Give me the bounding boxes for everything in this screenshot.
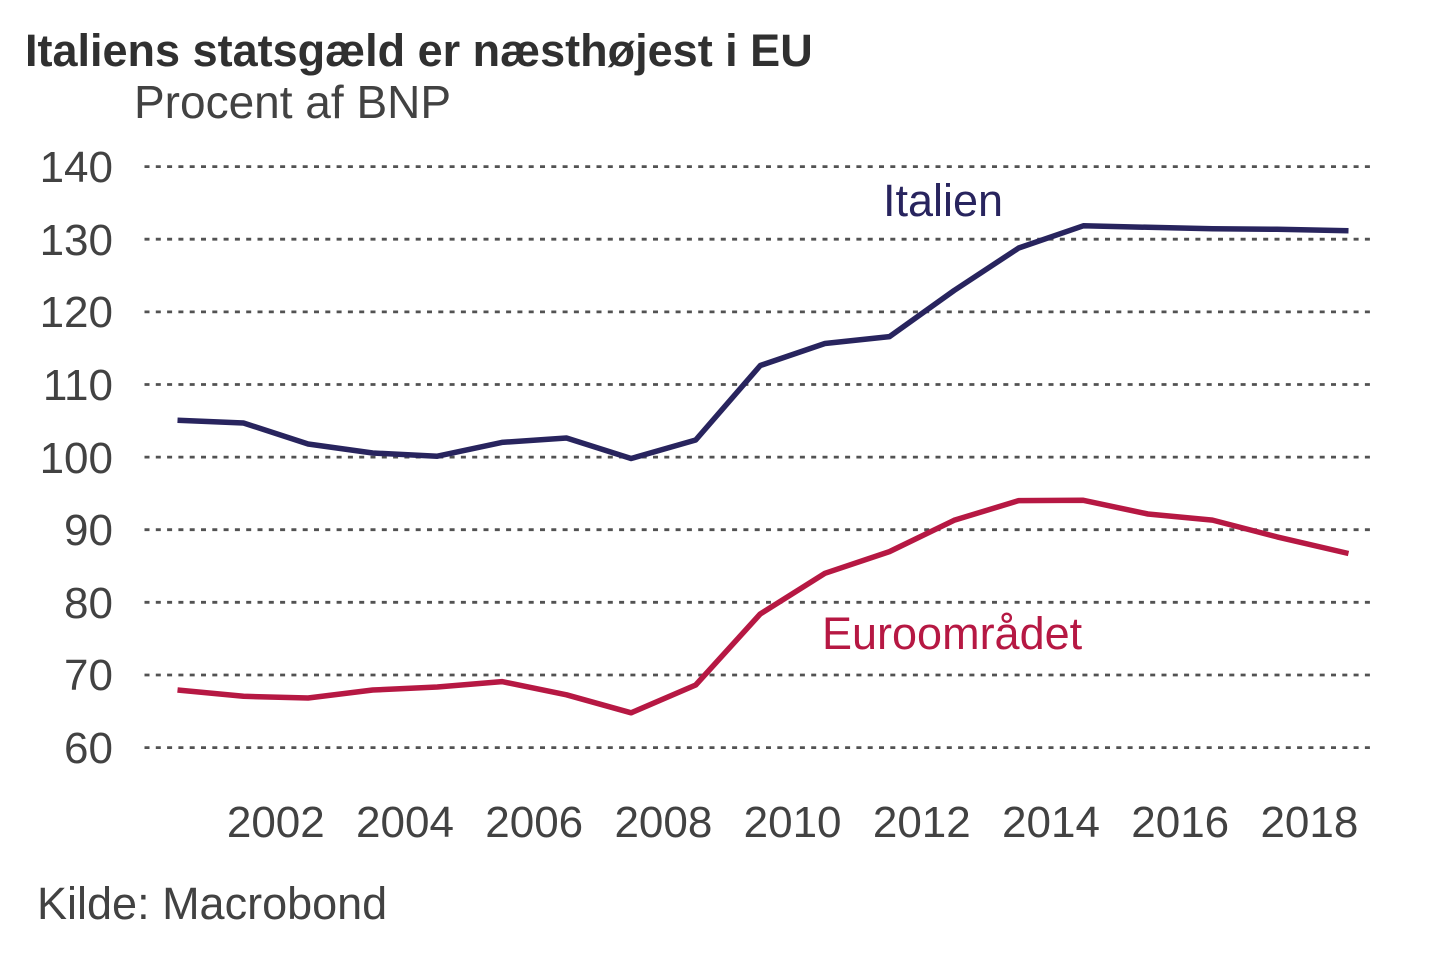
svg-text:60: 60 <box>64 724 113 773</box>
svg-text:120: 120 <box>40 288 113 337</box>
svg-text:2008: 2008 <box>614 798 712 847</box>
svg-text:80: 80 <box>64 579 113 628</box>
svg-text:70: 70 <box>64 651 113 700</box>
svg-text:Procent af BNP: Procent af BNP <box>134 76 451 128</box>
svg-text:110: 110 <box>43 361 113 410</box>
svg-text:90: 90 <box>64 506 113 555</box>
svg-text:2002: 2002 <box>227 798 325 847</box>
svg-text:Italien: Italien <box>883 175 1003 226</box>
svg-text:2016: 2016 <box>1131 798 1229 847</box>
svg-text:130: 130 <box>40 216 113 265</box>
svg-text:2012: 2012 <box>873 798 971 847</box>
svg-text:140: 140 <box>40 143 113 192</box>
svg-text:2004: 2004 <box>356 798 454 847</box>
svg-text:2018: 2018 <box>1260 798 1358 847</box>
svg-text:Kilde: Macrobond: Kilde: Macrobond <box>37 878 387 929</box>
svg-text:2006: 2006 <box>485 798 583 847</box>
svg-text:100: 100 <box>40 434 113 483</box>
svg-text:2014: 2014 <box>1002 798 1100 847</box>
svg-text:Italiens statsgæld er næsthøje: Italiens statsgæld er næsthøjest i EU <box>25 25 813 76</box>
svg-text:2010: 2010 <box>744 798 842 847</box>
svg-text:Euroområdet: Euroområdet <box>822 608 1083 659</box>
